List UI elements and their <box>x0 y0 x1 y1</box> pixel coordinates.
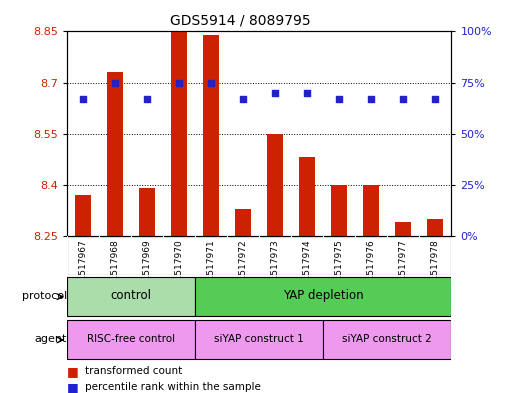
Bar <box>139 188 155 236</box>
Point <box>431 96 440 102</box>
Point <box>367 96 376 102</box>
Text: GSM1517975: GSM1517975 <box>334 239 344 300</box>
Text: GSM1517974: GSM1517974 <box>303 239 312 299</box>
Text: GSM1517970: GSM1517970 <box>174 239 184 300</box>
Text: YAP depletion: YAP depletion <box>283 289 364 302</box>
Point <box>143 96 151 102</box>
Point <box>335 96 343 102</box>
Bar <box>396 222 411 236</box>
Text: GSM1517973: GSM1517973 <box>270 239 280 300</box>
Point <box>239 96 247 102</box>
Text: protocol: protocol <box>22 291 67 301</box>
Text: siYAP construct 1: siYAP construct 1 <box>214 334 304 344</box>
Text: ■: ■ <box>67 365 78 378</box>
Bar <box>67 321 195 359</box>
Text: GSM1517967: GSM1517967 <box>78 239 87 300</box>
Text: GSM1517976: GSM1517976 <box>367 239 376 300</box>
Text: GSM1517978: GSM1517978 <box>431 239 440 300</box>
Point <box>175 79 183 86</box>
Text: control: control <box>110 289 151 302</box>
Bar <box>195 277 451 316</box>
Bar <box>171 31 187 236</box>
Text: RISC-free control: RISC-free control <box>87 334 175 344</box>
Bar <box>75 195 91 236</box>
Point <box>111 79 119 86</box>
Point <box>271 90 279 96</box>
Text: ■: ■ <box>67 380 78 393</box>
Point <box>207 79 215 86</box>
Point <box>399 96 407 102</box>
Bar <box>67 277 195 316</box>
Text: agent: agent <box>35 334 67 344</box>
Bar <box>203 35 219 236</box>
Bar <box>323 321 451 359</box>
Text: GSM1517972: GSM1517972 <box>239 239 248 299</box>
Point <box>78 96 87 102</box>
Bar <box>331 185 347 236</box>
Text: GSM1517968: GSM1517968 <box>110 239 120 300</box>
Text: GSM1517969: GSM1517969 <box>142 239 151 300</box>
Text: siYAP construct 2: siYAP construct 2 <box>343 334 432 344</box>
Bar <box>235 209 251 236</box>
Bar <box>267 134 283 236</box>
Bar <box>299 158 315 236</box>
Text: GSM1517971: GSM1517971 <box>206 239 215 300</box>
Text: GSM1517977: GSM1517977 <box>399 239 408 300</box>
Bar <box>427 219 443 236</box>
Text: transformed count: transformed count <box>85 366 182 376</box>
Text: percentile rank within the sample: percentile rank within the sample <box>85 382 261 392</box>
Point <box>303 90 311 96</box>
Bar <box>107 72 123 236</box>
Bar <box>363 185 379 236</box>
Bar <box>195 321 323 359</box>
Bar <box>67 236 451 275</box>
Title: GDS5914 / 8089795: GDS5914 / 8089795 <box>169 13 310 28</box>
